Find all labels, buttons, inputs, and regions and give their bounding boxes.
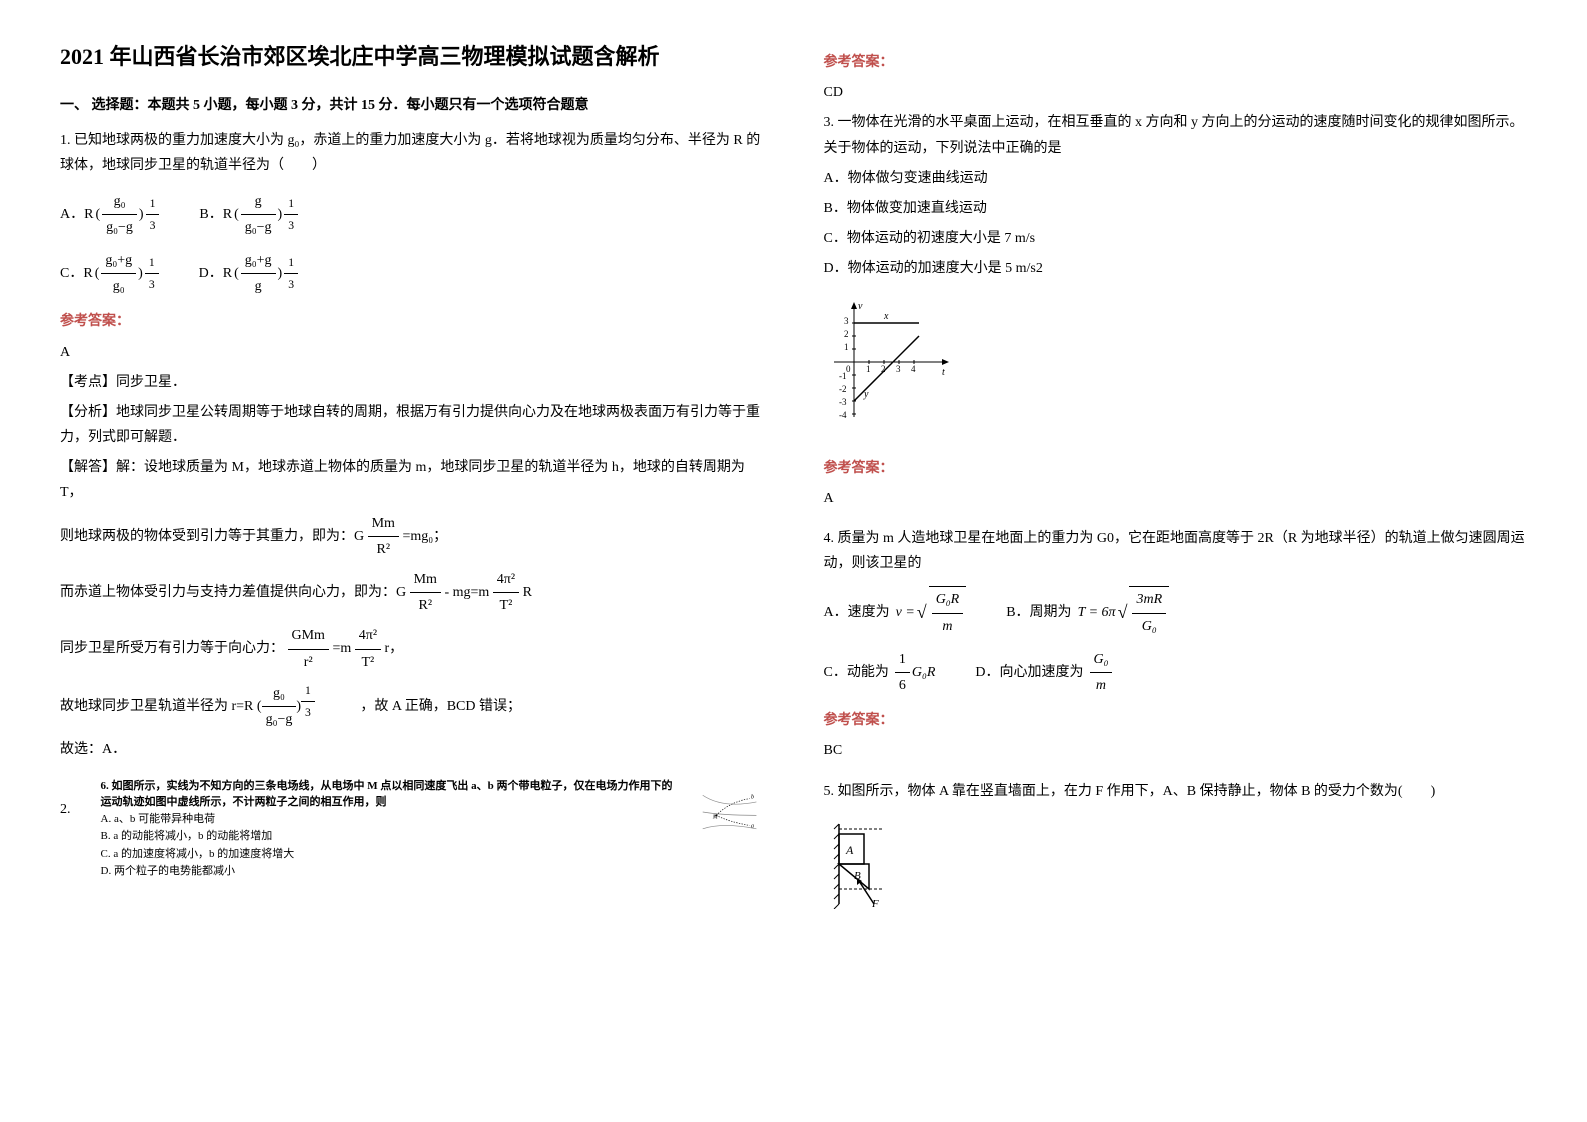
problem-1: 1. 已知地球两极的重力加速度大小为 g₀，赤道上的重力加速度大小为 g．若将地… xyxy=(60,128,764,762)
q3-optA: A．物体做匀变速曲线运动 xyxy=(824,166,1528,191)
q3-answer: A xyxy=(824,486,1528,511)
q1-method: 【分析】地球同步卫星公转周期等于地球自转的周期，根据万有引力提供向心力及在地球两… xyxy=(60,400,764,450)
svg-text:b: b xyxy=(751,795,754,801)
q2-answer: CD xyxy=(824,80,1528,105)
q2-optC: C. a 的加速度将减小，b 的加速度将增大 xyxy=(101,847,677,862)
q2-answer-label: 参考答案： xyxy=(824,50,1528,75)
q2-subtitle: 6. 如图所示，实线为不知方向的三条电场线，从电场中 M 点以相同速度飞出 a、… xyxy=(101,779,677,810)
svg-text:a: a xyxy=(751,824,754,830)
right-column: 参考答案： CD 3. 一物体在光滑的水平桌面上运动，在相互垂直的 x 方向和 … xyxy=(824,40,1528,943)
svg-text:y: y xyxy=(863,389,869,400)
page-title: 2021 年山西省长治市郊区埃北庄中学高三物理模拟试题含解析 xyxy=(60,40,764,73)
q2-optD: D. 两个粒子的电势能都减小 xyxy=(101,864,677,879)
q4-optD: D．向心加速度为 G₀m xyxy=(975,647,1112,698)
svg-text:1: 1 xyxy=(866,364,871,374)
q1-options: A．R (g₀g₀−g)13 B．R (gg₀−g)13 C．R (g₀+gg₀… xyxy=(60,189,764,300)
q1-answer: A xyxy=(60,340,764,365)
q2-sub: 6. 如图所示，实线为不知方向的三条电场线，从电场中 M 点以相同速度飞出 a、… xyxy=(101,777,764,881)
problem-3: 3. 一物体在光滑的水平桌面上运动，在相互垂直的 x 方向和 y 方向上的分运动… xyxy=(824,110,1528,511)
q1-sol1: 【解答】解：设地球质量为 M，地球赤道上物体的质量为 m，地球同步卫星的轨道半径… xyxy=(60,455,764,505)
q1-sol2: 则地球两极的物体受到引力等于其重力，即为：G MmR² =mg₀； xyxy=(60,511,764,562)
q4-stem: 4. 质量为 m 人造地球卫星在地面上的重力为 G0，它在距地面高度等于 2R（… xyxy=(824,526,1528,576)
svg-text:-4: -4 xyxy=(839,410,847,420)
q3-optB: B．物体做变加速直线运动 xyxy=(824,196,1528,221)
q4-answer-label: 参考答案： xyxy=(824,708,1528,733)
q1-sol4: 同步卫星所受万有引力等于向心力： GMmr² =m 4π²T² r， xyxy=(60,623,764,674)
q4-optA: A．速度为 v = √G₀Rm xyxy=(824,586,967,638)
svg-text:-1: -1 xyxy=(839,371,847,381)
left-column: 2021 年山西省长治市郊区埃北庄中学高三物理模拟试题含解析 一、 选择题：本题… xyxy=(60,40,764,943)
q1-answer-label: 参考答案： xyxy=(60,309,764,334)
q1-sol5: 故地球同步卫星轨道半径为 r=R (g₀g₀−g)13 ，故 A 正确，BCD … xyxy=(60,680,764,732)
q1-point: 【考点】同步卫星． xyxy=(60,370,764,395)
q3-chart: v t 3 2 1 0 -1 -2 -3 -4 1 2 3 4 x y xyxy=(824,297,964,427)
q3-answer-label: 参考答案： xyxy=(824,456,1528,481)
svg-text:-3: -3 xyxy=(839,397,847,407)
q4-answer: BC xyxy=(824,738,1528,763)
q1-optA: A．R (g₀g₀−g)13 xyxy=(60,189,159,240)
svg-text:-2: -2 xyxy=(839,384,847,394)
svg-text:A: A xyxy=(845,843,854,857)
svg-text:v: v xyxy=(858,301,863,312)
q1-optC: C．R (g₀+gg₀)13 xyxy=(60,248,159,299)
svg-text:3: 3 xyxy=(844,316,849,326)
q3-stem: 3. 一物体在光滑的水平桌面上运动，在相互垂直的 x 方向和 y 方向上的分运动… xyxy=(824,110,1528,160)
q1-optB: B．R (gg₀−g)13 xyxy=(199,189,298,240)
svg-text:0: 0 xyxy=(846,364,851,374)
svg-text:4: 4 xyxy=(911,364,916,374)
q4-optC: C．动能为 16G₀R xyxy=(824,647,936,698)
svg-text:1: 1 xyxy=(844,342,849,352)
problem-5: 5. 如图所示，物体 A 靠在竖直墙面上，在力 F 作用下，A、B 保持静止，物… xyxy=(824,779,1528,928)
svg-text:F: F xyxy=(871,898,879,909)
q4-optB: B．周期为 T = 6π √3mRG₀ xyxy=(1006,586,1169,638)
q2-optA: A. a、b 可能带异种电荷 xyxy=(101,812,677,827)
q2-diagram: b a M xyxy=(696,777,763,847)
section-title: 一、 选择题：本题共 5 小题，每小题 3 分，共计 15 分．每小题只有一个选… xyxy=(60,93,764,118)
q1-sol3: 而赤道上物体受引力与支持力差值提供向心力，即为：G MmR² - mg=m 4π… xyxy=(60,567,764,618)
q4-options: A．速度为 v = √G₀Rm B．周期为 T = 6π √3mRG₀ C．动能… xyxy=(824,586,1528,698)
q2-optB: B. a 的动能将减小，b 的动能将增加 xyxy=(101,829,677,844)
svg-text:2: 2 xyxy=(844,329,849,339)
q1-stem: 1. 已知地球两极的重力加速度大小为 g₀，赤道上的重力加速度大小为 g．若将地… xyxy=(60,128,764,178)
svg-text:t: t xyxy=(942,367,945,378)
q3-optD: D．物体运动的加速度大小是 5 m/s2 xyxy=(824,256,1528,281)
q3-optC: C．物体运动的初速度大小是 7 m/s xyxy=(824,226,1528,251)
svg-text:3: 3 xyxy=(896,364,901,374)
q5-diagram: A B F xyxy=(824,819,904,909)
q2-number: 2. xyxy=(60,797,71,822)
problem-4: 4. 质量为 m 人造地球卫星在地面上的重力为 G0，它在距地面高度等于 2R（… xyxy=(824,526,1528,764)
q1-optD: D．R (g₀+gg)13 xyxy=(199,248,298,299)
q1-sol6: 故选：A． xyxy=(60,737,764,762)
q5-stem: 5. 如图所示，物体 A 靠在竖直墙面上，在力 F 作用下，A、B 保持静止，物… xyxy=(824,779,1528,804)
svg-text:x: x xyxy=(883,311,889,322)
problem-2: 2. 6. 如图所示，实线为不知方向的三条电场线，从电场中 M 点以相同速度飞出… xyxy=(60,777,764,881)
